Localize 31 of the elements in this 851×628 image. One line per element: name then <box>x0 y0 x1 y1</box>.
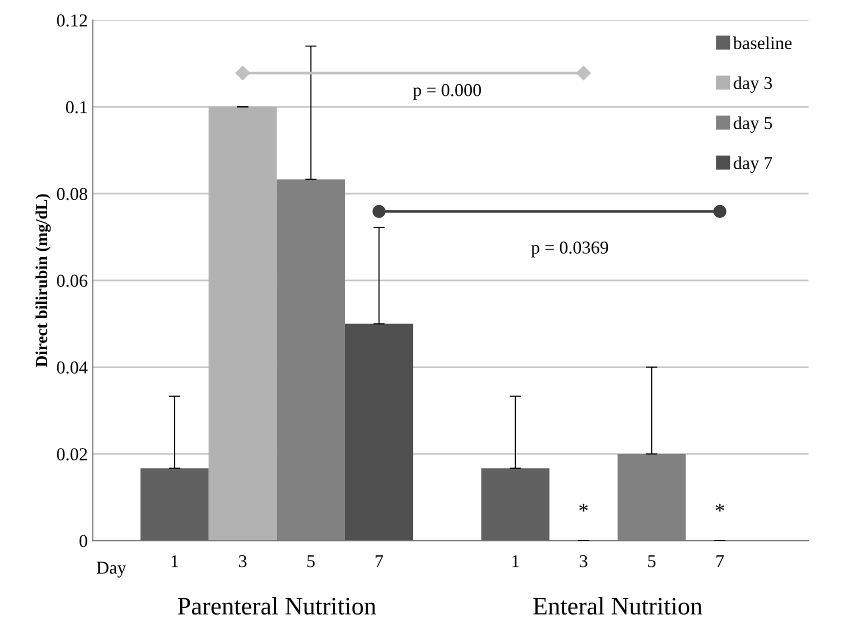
annotation: p = 0.000 <box>413 84 481 100</box>
x-tick-label: 5 <box>307 555 315 568</box>
y-tick-label: 0.1 <box>66 101 87 114</box>
text: Day <box>96 562 126 578</box>
legend-label: day 3 <box>734 76 772 93</box>
y-axis-title: Direct bilirubin (mg/dL) <box>36 194 51 367</box>
annotation: * <box>716 504 724 512</box>
bar <box>208 106 277 541</box>
bar <box>344 324 414 541</box>
legend-label: day 5 <box>734 116 772 133</box>
text: Parenteral Nutrition <box>178 597 376 615</box>
legend-label: day 7 <box>734 156 772 173</box>
y-tick-label: 0 <box>80 534 88 548</box>
y-tick-label: 0.08 <box>56 188 88 200</box>
y-tick-label: 0.04 <box>56 361 88 374</box>
y-tick-label: 0.06 <box>56 274 88 287</box>
annotation: * <box>579 504 588 512</box>
x-tick-label: 1 <box>512 555 519 568</box>
text: Enteral Nutrition <box>533 597 702 615</box>
x-tick-label: 3 <box>239 555 247 568</box>
y-tick-label: 0.02 <box>56 448 87 460</box>
bar <box>140 468 209 541</box>
legend-label: baseline <box>733 36 792 50</box>
y-tick-label: 0.12 <box>56 14 87 27</box>
bar <box>481 468 550 541</box>
x-tick-label: 3 <box>580 555 588 568</box>
x-tick-label: 7 <box>376 555 384 568</box>
annotation: p = 0.0369 <box>531 242 608 258</box>
x-tick-label: 7 <box>716 555 724 568</box>
x-tick-label: 5 <box>648 555 656 568</box>
x-tick-label: 1 <box>172 555 178 568</box>
